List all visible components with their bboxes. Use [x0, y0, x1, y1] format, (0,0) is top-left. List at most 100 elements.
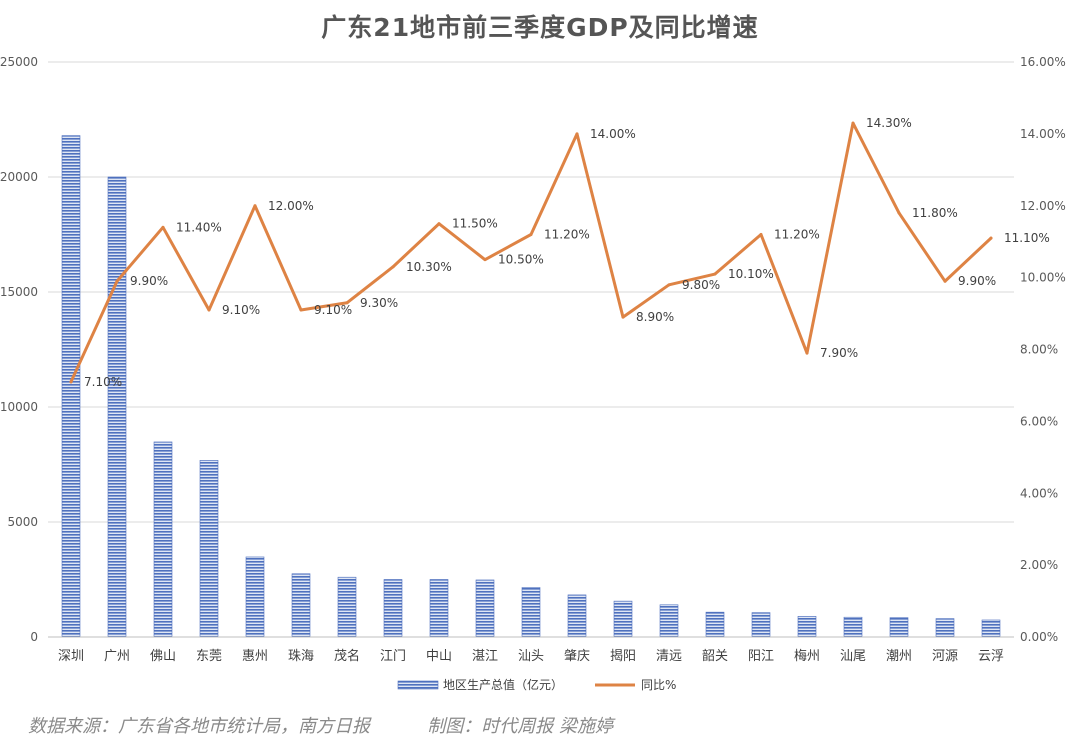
left-tick-label: 0	[30, 630, 38, 644]
growth-point	[115, 279, 119, 283]
legend: 地区生产总值（亿元） 同比%	[397, 677, 676, 692]
legend-bar-label: 地区生产总值（亿元）	[443, 677, 563, 692]
gdp-bar	[935, 618, 955, 638]
x-tick-label: 珠海	[288, 649, 314, 664]
gdp-bar	[153, 441, 173, 638]
growth-data-label: 11.10%	[1004, 231, 1050, 245]
growth-point	[69, 380, 73, 384]
growth-data-label: 9.30%	[360, 296, 398, 310]
x-tick-label: 东莞	[196, 649, 222, 664]
x-tick-label: 肇庆	[564, 649, 590, 664]
x-tick-label: 揭阳	[610, 649, 636, 664]
right-tick-label: 6.00%	[1020, 414, 1058, 428]
growth-point	[345, 301, 349, 305]
gdp-bar	[107, 176, 127, 638]
gdp-bar	[751, 612, 771, 638]
x-tick-label: 汕尾	[840, 649, 866, 664]
left-tick-label: 10000	[0, 400, 38, 414]
left-tick-label: 25000	[0, 55, 38, 69]
x-tick-label: 广州	[104, 649, 130, 664]
growth-data-label: 12.00%	[268, 199, 314, 213]
gdp-bar	[383, 579, 403, 638]
growth-point	[575, 132, 579, 136]
growth-labels: 7.10% 9.90% 11.40% 9.10% 12.00% 9.10% 9.30% 10.…	[84, 116, 1050, 389]
growth-data-label: 9.80%	[682, 278, 720, 292]
right-tick-label: 12.00%	[1020, 199, 1066, 213]
x-axis: 深圳 广州 佛山 东莞 惠州 珠海 茂名 江门 中山 湛江 汕头 肇庆 揭阳 清远 韶关 阳江 梅州 汕尾 潮州 河源…	[48, 636, 1014, 664]
gdp-bar	[521, 587, 541, 638]
x-tick-label: 清远	[656, 649, 682, 664]
gdp-bar	[889, 617, 909, 638]
x-tick-label: 梅州	[794, 649, 820, 664]
growth-point	[759, 233, 763, 236]
growth-line	[69, 121, 993, 384]
growth-point	[483, 258, 487, 262]
growth-point	[851, 121, 855, 125]
growth-point	[391, 265, 395, 269]
growth-point	[897, 211, 901, 215]
growth-data-label: 10.30%	[406, 260, 452, 274]
growth-data-label: 11.20%	[774, 228, 820, 242]
gdp-bar	[843, 616, 863, 638]
growth-point	[207, 308, 211, 312]
growth-data-label: 7.10%	[84, 375, 122, 389]
left-tick-label: 15000	[0, 285, 38, 299]
growth-point	[253, 204, 257, 208]
growth-data-label: 11.40%	[176, 220, 222, 234]
growth-data-label: 11.80%	[912, 206, 958, 220]
legend-line-label: 同比%	[641, 678, 676, 692]
credit-text: 制图：时代周报 梁施婷	[427, 716, 613, 737]
growth-data-label: 14.00%	[590, 127, 636, 141]
x-tick-label: 深圳	[58, 649, 84, 664]
x-tick-label: 汕头	[518, 649, 544, 664]
gridlines	[48, 61, 1014, 638]
growth-point	[667, 283, 671, 287]
left-tick-label: 20000	[0, 170, 38, 184]
gdp-bars	[61, 135, 1001, 638]
x-tick-label: 河源	[932, 649, 958, 664]
growth-data-label: 9.90%	[958, 274, 996, 288]
growth-point	[805, 351, 809, 355]
growth-data-label: 10.10%	[728, 267, 774, 281]
growth-data-label: 11.20%	[544, 228, 590, 242]
gdp-bar	[705, 611, 725, 638]
growth-point	[713, 272, 717, 276]
gdp-bar	[429, 579, 449, 638]
x-tick-label: 云浮	[978, 649, 1004, 664]
right-tick-label: 4.00%	[1020, 486, 1058, 500]
gdp-bar	[981, 619, 1001, 638]
growth-point	[943, 279, 947, 283]
gdp-bar	[291, 573, 311, 638]
x-tick-label: 韶关	[702, 648, 728, 664]
gdp-bar	[337, 576, 357, 638]
left-tick-label: 5000	[7, 515, 38, 529]
growth-point	[621, 315, 625, 319]
x-tick-label: 惠州	[242, 649, 268, 664]
x-tick-label: 湛江	[472, 649, 498, 664]
growth-data-label: 8.90%	[636, 310, 674, 324]
gdp-bar	[199, 460, 219, 638]
x-tick-label: 佛山	[150, 649, 176, 664]
growth-data-label: 10.50%	[498, 253, 544, 267]
right-axis: 0.00% 2.00% 4.00% 6.00% 8.00% 10.00% 12.00% 14.…	[1020, 55, 1066, 644]
growth-point	[161, 225, 165, 229]
x-tick-label: 中山	[426, 649, 452, 664]
growth-data-label: 7.90%	[820, 346, 858, 360]
gdp-bar	[61, 135, 81, 638]
x-tick-label: 茂名	[334, 648, 360, 664]
right-tick-label: 10.00%	[1020, 271, 1066, 285]
growth-data-label: 9.10%	[314, 303, 352, 317]
chart-title: 广东21地市前三季度GDP及同比增速	[321, 13, 759, 42]
source-note: 数据来源：广东省各地市统计局，南方日报 制图：时代周报 梁施婷	[28, 712, 613, 738]
x-tick-label: 江门	[380, 649, 406, 664]
right-tick-label: 8.00%	[1020, 343, 1058, 357]
growth-point	[299, 308, 303, 312]
left-axis: 0 5000 10000 15000 20000 25000	[0, 55, 38, 644]
gdp-bar	[475, 579, 495, 638]
right-tick-label: 0.00%	[1020, 630, 1058, 644]
gdp-bar	[613, 600, 633, 638]
growth-data-label: 9.90%	[130, 274, 168, 288]
growth-data-label: 14.30%	[866, 116, 912, 130]
source-text: 数据来源：广东省各地市统计局，南方日报	[28, 716, 370, 737]
